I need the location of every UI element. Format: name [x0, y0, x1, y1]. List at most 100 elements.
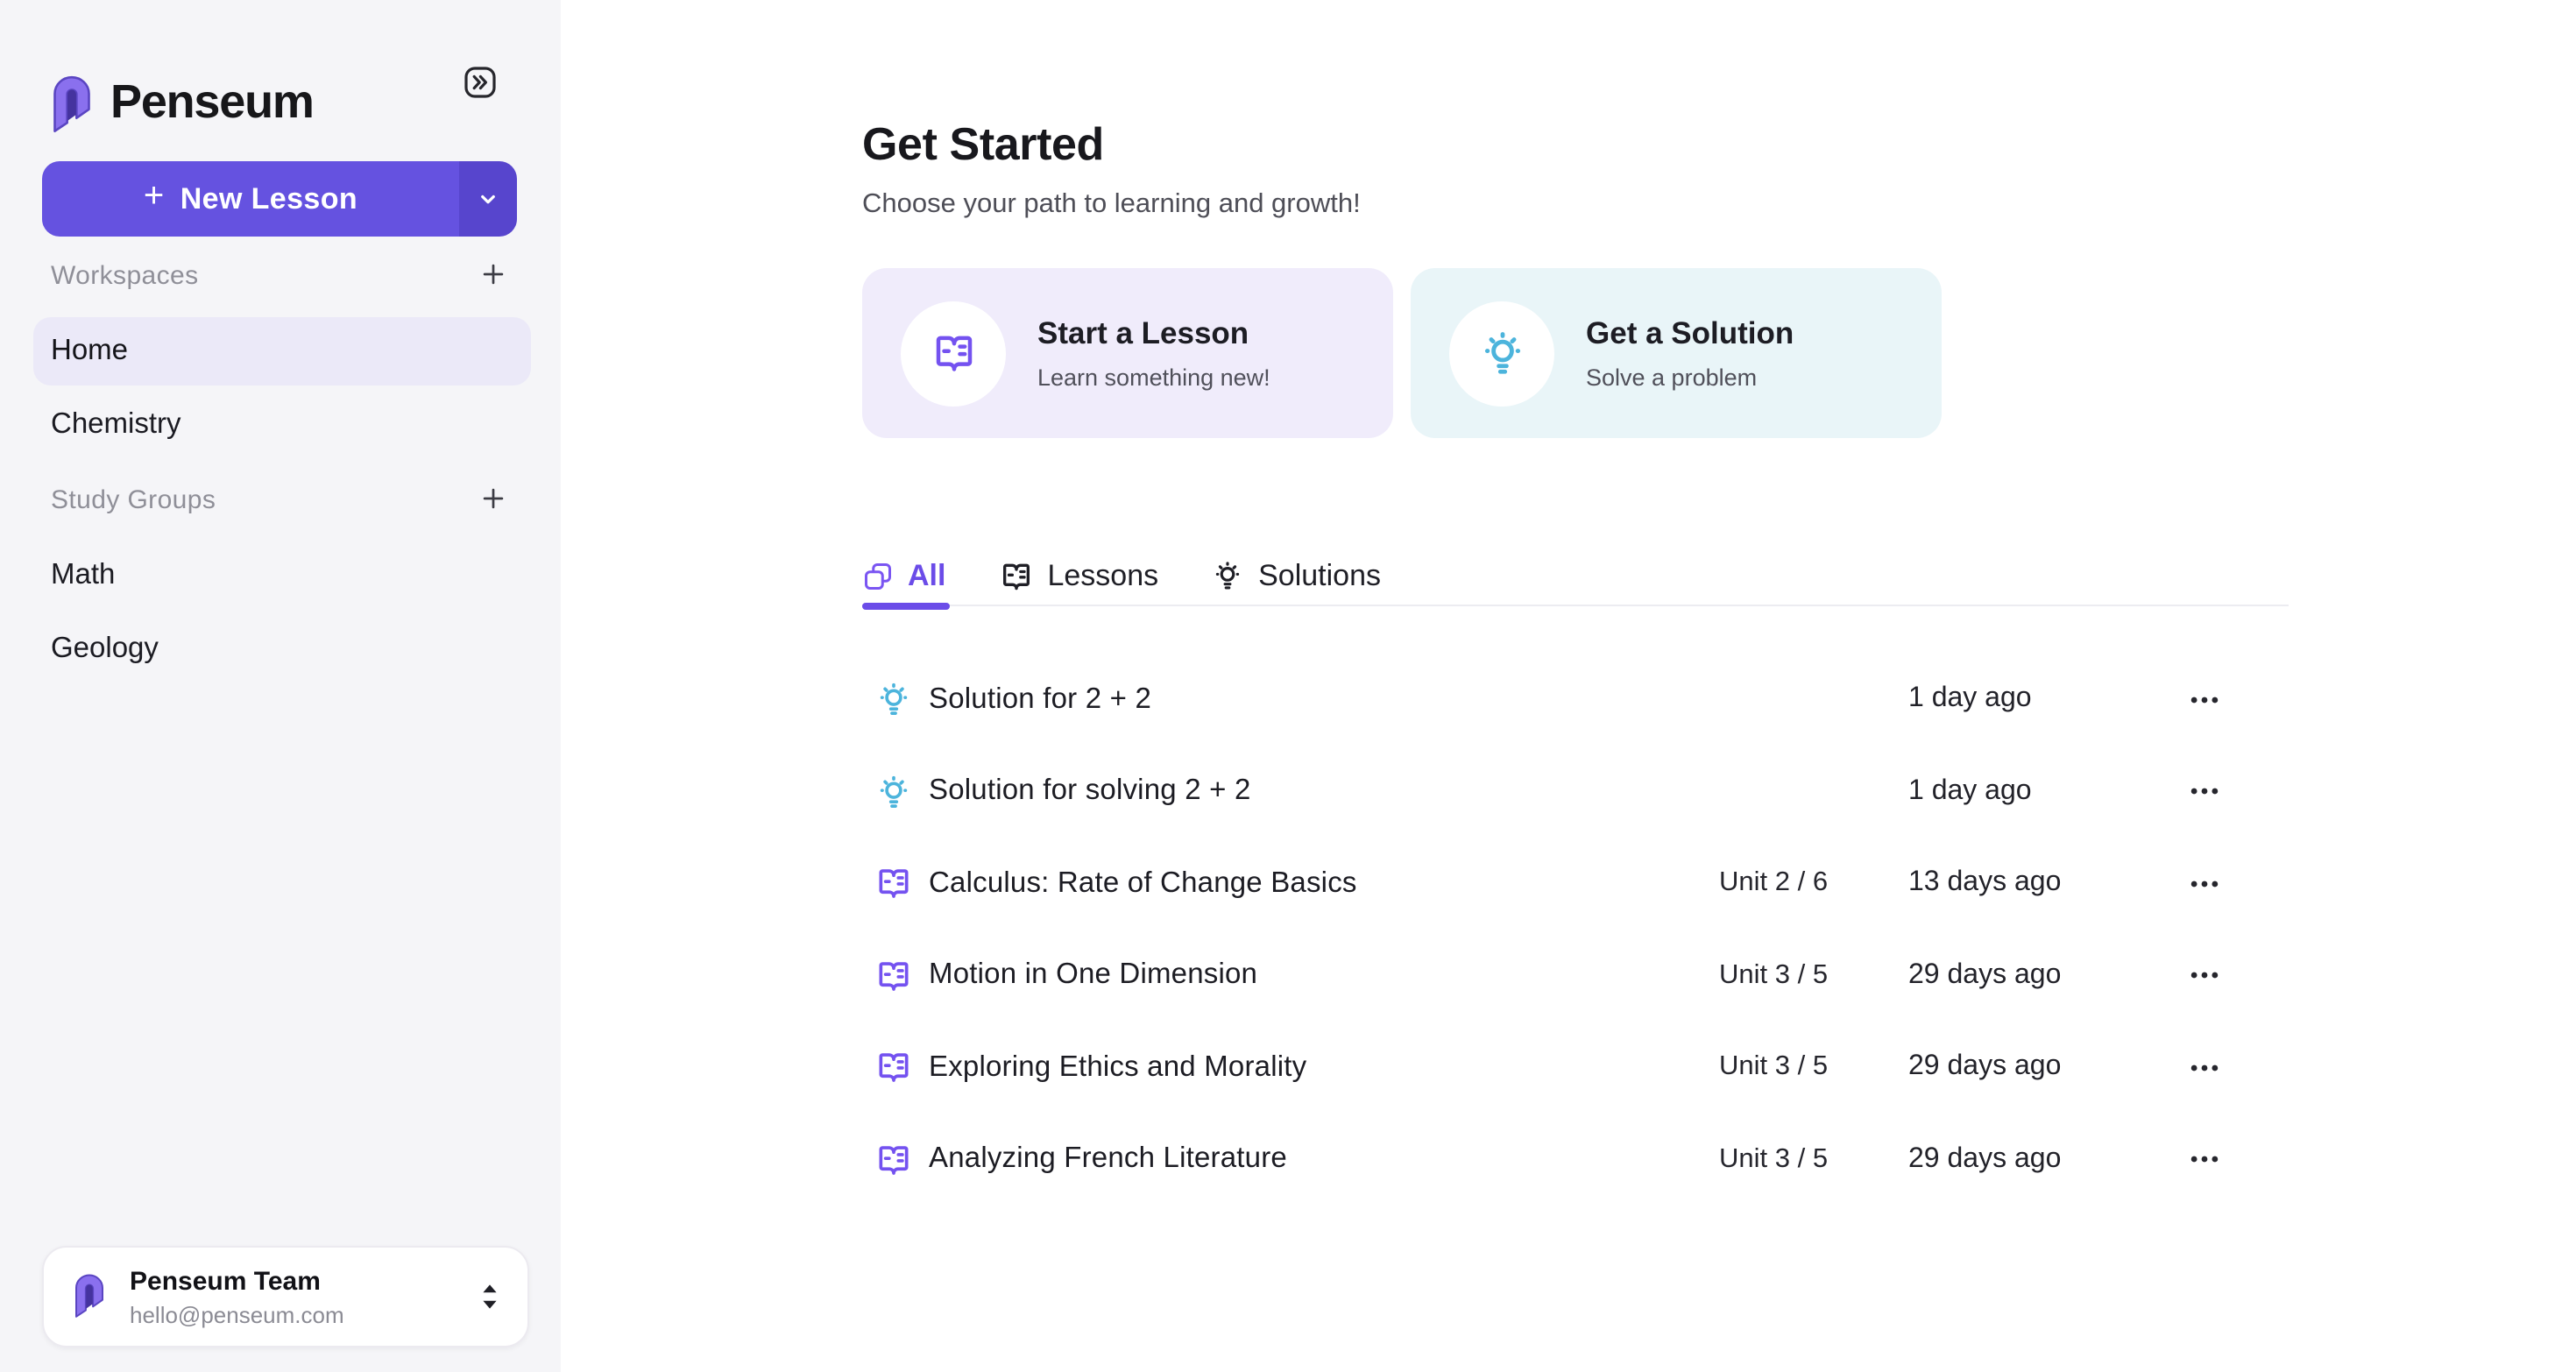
item-menu-button[interactable]: [2190, 1156, 2219, 1164]
lightbulb-icon: [880, 775, 908, 808]
item-menu-button[interactable]: [2190, 696, 2219, 704]
copy-icon: [865, 562, 891, 589]
book-open-icon: [1002, 562, 1030, 590]
new-lesson-split-button: + New Lesson: [42, 161, 517, 237]
start-lesson-card[interactable]: Start a Lesson Learn something new!: [862, 268, 1393, 438]
item-timestamp: 1 day ago: [1908, 683, 2032, 714]
new-lesson-dropdown-button[interactable]: [459, 161, 517, 237]
item-timestamp: 1 day ago: [1908, 775, 2032, 806]
item-unit: Unit 2 / 6: [1719, 867, 1829, 898]
lightbulb-icon: [1215, 562, 1240, 590]
icon-circle: [901, 301, 1006, 406]
list-item[interactable]: Solution for solving 2 + 2 1 day ago: [862, 746, 2289, 838]
user-email: hello@penseum.com: [130, 1301, 344, 1327]
avatar: [75, 1274, 103, 1318]
list-item[interactable]: Solution for 2 + 2 1 day ago: [862, 654, 2289, 746]
ellipsis-icon: [2190, 972, 2219, 979]
page-subtitle: Choose your path to learning and growth!: [862, 189, 1361, 219]
item-title: Solution for solving 2 + 2: [929, 774, 1251, 807]
list-item[interactable]: Exploring Ethics and Morality Unit 3 / 5…: [862, 1022, 2289, 1114]
page-title: Get Started: [862, 117, 1104, 170]
tab-label: Lessons: [1047, 558, 1159, 591]
sidebar: Penseum + New Lesson Workspaces: [0, 0, 561, 1372]
card-subtitle: Solve a problem: [1586, 364, 1758, 391]
active-tab-underline: [862, 603, 950, 609]
book-open-icon: [879, 1053, 909, 1083]
workspaces-section-header: Workspaces: [33, 244, 526, 307]
user-account-card[interactable]: Penseum Team hello@penseum.com: [42, 1246, 529, 1347]
up-down-chevron-icon: [483, 1284, 497, 1309]
card-subtitle: Learn something new!: [1037, 364, 1270, 391]
workspaces-label: Workspaces: [51, 260, 199, 290]
item-unit: Unit 3 / 5: [1719, 1143, 1829, 1174]
book-open-icon: [930, 329, 977, 377]
tab-label: Solutions: [1258, 558, 1381, 591]
icon-circle: [1449, 301, 1554, 406]
brand-wordmark: Penseum: [110, 75, 315, 128]
plus-icon: [482, 488, 503, 509]
tab-solutions[interactable]: Solutions: [1211, 558, 1381, 597]
tab-all[interactable]: All: [862, 558, 945, 597]
add-workspace-button[interactable]: [477, 259, 508, 291]
item-menu-button[interactable]: [2190, 1064, 2219, 1072]
tab-label: All: [908, 558, 946, 591]
collapse-sidebar-button[interactable]: [464, 67, 496, 98]
ellipsis-icon: [2190, 1156, 2219, 1163]
list-item[interactable]: Calculus: Rate of Change Basics Unit 2 /…: [862, 838, 2289, 930]
main-content: Get Started Choose your path to learning…: [561, 0, 2576, 1372]
penseum-logo-icon: [53, 75, 90, 132]
get-solution-card[interactable]: Get a Solution Solve a problem: [1411, 268, 1942, 438]
item-title: Analyzing French Literature: [929, 1142, 1287, 1175]
plus-icon: +: [143, 177, 165, 216]
ellipsis-icon: [2190, 697, 2219, 703]
sidebar-item-label: Math: [51, 558, 116, 590]
item-title: Exploring Ethics and Morality: [929, 1050, 1307, 1083]
lightbulb-icon: [880, 683, 908, 716]
study-groups-section-header: Study Groups: [33, 468, 526, 531]
ellipsis-icon: [2190, 789, 2219, 795]
ellipsis-icon: [2190, 880, 2219, 887]
sidebar-item-chemistry[interactable]: Chemistry: [33, 389, 531, 459]
study-groups-label: Study Groups: [51, 484, 216, 514]
user-name: Penseum Team: [130, 1266, 321, 1296]
sidebar-item-label: Chemistry: [51, 407, 181, 439]
ellipsis-icon: [2190, 1064, 2219, 1071]
card-title: Get a Solution: [1586, 315, 1794, 350]
item-timestamp: 29 days ago: [1908, 959, 2062, 990]
item-title: Calculus: Rate of Change Basics: [929, 866, 1357, 899]
book-open-icon: [879, 869, 909, 899]
item-title: Motion in One Dimension: [929, 958, 1258, 991]
card-text: Start a Lesson Learn something new!: [1037, 315, 1270, 391]
lightbulb-icon: [1476, 328, 1527, 378]
sidebar-item-math[interactable]: Math: [33, 540, 531, 610]
add-study-group-button[interactable]: [477, 484, 508, 515]
item-menu-button[interactable]: [2190, 788, 2219, 796]
new-lesson-button[interactable]: + New Lesson: [42, 161, 459, 237]
book-open-icon: [879, 1145, 909, 1175]
item-timestamp: 29 days ago: [1908, 1143, 2062, 1174]
card-title: Start a Lesson: [1037, 315, 1249, 350]
list-item[interactable]: Analyzing French Literature Unit 3 / 5 2…: [862, 1114, 2289, 1206]
sidebar-item-geology[interactable]: Geology: [33, 613, 531, 683]
item-timestamp: 13 days ago: [1908, 867, 2062, 898]
item-unit: Unit 3 / 5: [1719, 1051, 1829, 1082]
list-item[interactable]: Motion in One Dimension Unit 3 / 5 29 da…: [862, 930, 2289, 1022]
book-open-icon: [879, 961, 909, 991]
content-list: Solution for 2 + 2 1 day ago Solution fo…: [862, 654, 2289, 1206]
content-tabs: All Lessons Solutions: [862, 550, 2289, 609]
tab-lessons[interactable]: Lessons: [998, 558, 1158, 597]
item-menu-button[interactable]: [2190, 880, 2219, 888]
double-chevron-right-icon: [464, 67, 496, 98]
new-lesson-label: New Lesson: [180, 181, 358, 215]
item-timestamp: 29 days ago: [1908, 1051, 2062, 1082]
item-title: Solution for 2 + 2: [929, 682, 1152, 715]
plus-icon: [482, 264, 503, 285]
chevron-down-icon: [481, 194, 495, 204]
user-meta: Penseum Team hello@penseum.com: [130, 1266, 344, 1327]
item-menu-button[interactable]: [2190, 972, 2219, 980]
sidebar-header: Penseum: [0, 0, 561, 145]
action-cards: Start a Lesson Learn something new! Get …: [862, 268, 2576, 438]
sidebar-item-home[interactable]: Home: [33, 317, 531, 385]
sidebar-item-label: Geology: [51, 632, 159, 663]
